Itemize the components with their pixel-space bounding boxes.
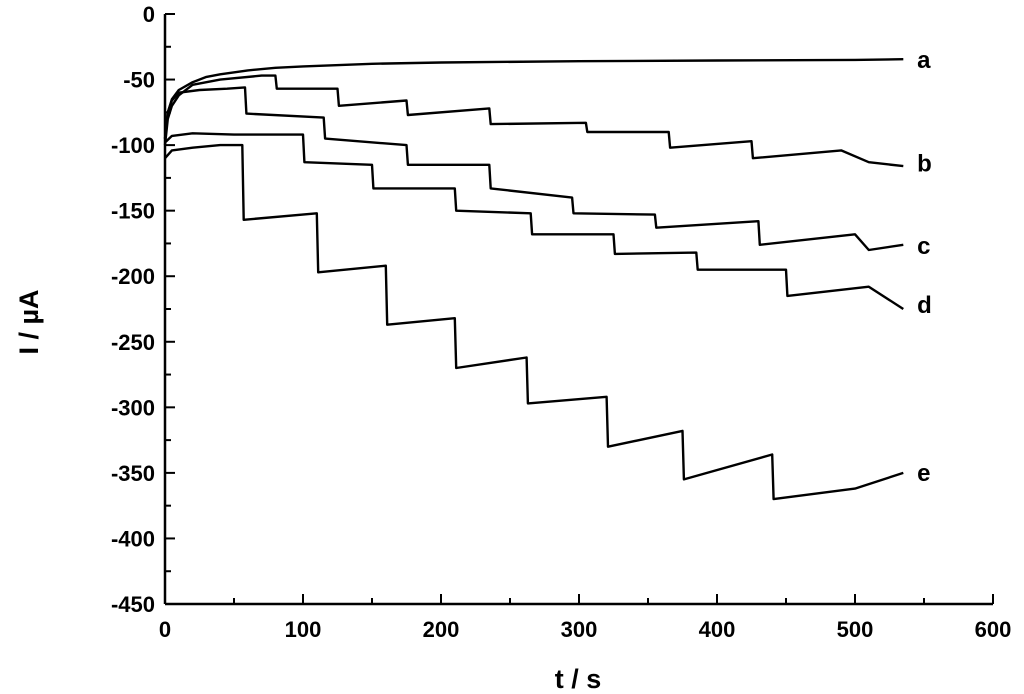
y-tick-label: 0 (143, 2, 155, 27)
x-tick-label: 300 (561, 617, 598, 642)
y-tick-label: -300 (111, 395, 155, 420)
series-labels: a b c d e (917, 47, 932, 487)
y-tick-label: -450 (111, 592, 155, 617)
y-axis-title: I / µA (14, 289, 44, 354)
series-label-e: e (917, 460, 930, 487)
x-tick-label: 200 (423, 617, 460, 642)
series-line-c (163, 86, 904, 252)
series-group (163, 58, 904, 501)
x-tick-label: 0 (159, 617, 171, 642)
y-tick-label: -100 (111, 133, 155, 158)
axes (163, 14, 993, 606)
series-line-b (163, 74, 904, 168)
series-line-a (163, 58, 904, 139)
y-tick-label: -50 (123, 68, 155, 93)
x-tick-label: 500 (837, 617, 874, 642)
x-tick-label: 100 (285, 617, 322, 642)
series-line-d (164, 132, 904, 311)
series-label-b: b (917, 150, 932, 177)
tick-labels: 0 100 200 300 400 500 600 0 -50 -100 -150 -200 -250 -… (111, 2, 1011, 642)
series-label-a: a (917, 47, 931, 74)
ticks (164, 13, 994, 605)
x-axis-title: t / s (555, 664, 602, 694)
series-line-e (164, 143, 904, 501)
series-label-d: d (917, 292, 932, 319)
y-tick-label: -400 (111, 526, 155, 551)
series-label-c: c (917, 233, 930, 260)
x-tick-label: 400 (699, 617, 736, 642)
y-tick-label: -350 (111, 461, 155, 486)
x-tick-label: 600 (975, 617, 1012, 642)
y-tick-label: -250 (111, 330, 155, 355)
y-tick-label: -150 (111, 199, 155, 224)
y-tick-label: -200 (111, 264, 155, 289)
